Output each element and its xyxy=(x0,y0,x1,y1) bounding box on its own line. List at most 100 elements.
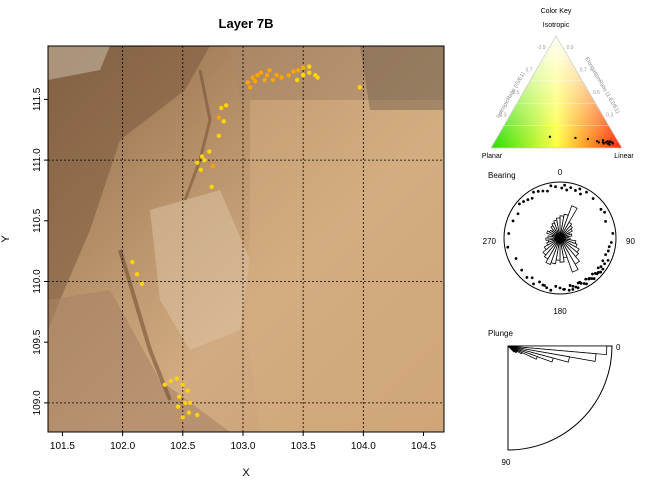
bearing-label-0: 0 xyxy=(558,168,563,177)
ternary-point xyxy=(611,142,614,145)
scatter-point xyxy=(202,157,207,163)
scatter-point xyxy=(262,77,267,83)
bearing-point xyxy=(603,262,607,266)
main-y-axis: 109.0 109.5 110.0 110.5 111.0 111.5 xyxy=(32,87,48,415)
main-x-axis: 101.5 102.0 102.5 103.0 103.5 104.0 104.5 xyxy=(50,432,436,452)
bearing-point xyxy=(567,288,571,292)
bearing-point xyxy=(571,288,575,291)
ternary-point xyxy=(611,141,614,144)
ternary-vertex-left: Planar xyxy=(482,153,503,160)
bearing-petal xyxy=(559,228,573,239)
bearing-point xyxy=(601,259,605,263)
scatter-point xyxy=(250,75,255,80)
bearing-petal xyxy=(556,217,561,239)
x-tick-label: 103.0 xyxy=(230,441,255,452)
bearing-point xyxy=(603,210,607,214)
main-x-axis-label: X xyxy=(242,467,250,479)
y-tick-label: 111.0 xyxy=(32,148,43,172)
bearing-point xyxy=(606,258,610,262)
scatter-point xyxy=(294,77,300,83)
scatter-point xyxy=(267,68,272,73)
ternary-point xyxy=(606,142,609,145)
scatter-point xyxy=(315,75,320,80)
scatter-point xyxy=(219,105,224,111)
y-tick-label: 109.5 xyxy=(32,329,43,354)
scatter-point xyxy=(258,70,264,75)
bearing-point xyxy=(591,272,594,276)
scatter-point xyxy=(216,115,222,120)
scatter-point xyxy=(176,394,182,399)
bearing-point xyxy=(609,241,613,244)
scatter-point xyxy=(186,410,192,415)
bearing-point xyxy=(591,197,595,200)
bearing-point xyxy=(560,186,564,190)
scatter-point xyxy=(248,85,253,90)
ternary-point xyxy=(609,140,612,143)
bearing-point xyxy=(578,187,582,191)
bearing-point xyxy=(549,288,553,292)
ternary-right-tick: 0.9 xyxy=(567,45,574,51)
main-grid xyxy=(48,46,444,432)
bearing-point xyxy=(543,284,546,287)
bearing-point xyxy=(545,286,549,290)
bearing-point xyxy=(576,286,580,290)
scatter-point xyxy=(306,70,312,75)
bearing-petal xyxy=(543,237,561,251)
bearing-point xyxy=(579,192,582,196)
bearing-point xyxy=(595,272,599,276)
scatter-point xyxy=(198,167,204,173)
ternary-point xyxy=(604,141,607,144)
x-tick-label: 103.5 xyxy=(291,441,316,452)
bearing-point xyxy=(585,190,588,194)
scatter-point xyxy=(195,160,200,165)
scatter-point xyxy=(187,400,193,406)
bearing-point xyxy=(582,282,586,285)
bearing-point xyxy=(514,257,518,260)
scatter-point xyxy=(168,378,173,384)
bearing-point xyxy=(517,202,521,206)
bearing-point xyxy=(546,189,549,193)
bearing-point xyxy=(565,188,569,192)
bearing-point xyxy=(541,189,545,193)
ternary-right-tick: 0.3 xyxy=(606,112,613,118)
bearing-point xyxy=(574,189,577,192)
scatter-point xyxy=(300,65,306,71)
scatter-point xyxy=(270,77,276,83)
bearing-petal xyxy=(545,237,561,241)
bearing-petal xyxy=(542,237,561,256)
bearing-point xyxy=(574,285,578,289)
ternary-points xyxy=(548,135,614,146)
bearing-point xyxy=(571,284,575,288)
ternary-right-tick: 0.7 xyxy=(580,68,587,74)
scatter-point xyxy=(279,75,284,80)
bearing-point xyxy=(522,200,525,203)
plunge-title: Plunge xyxy=(488,329,513,338)
scatter-point xyxy=(296,68,301,73)
x-tick-label: 101.5 xyxy=(50,441,75,452)
bearing-petal xyxy=(559,233,573,239)
bearing-label-180: 180 xyxy=(553,307,567,316)
bearing-point xyxy=(558,286,562,290)
ternary-ticks: 0.9 0.7 0.5 0.3 0.9 0.7 0.5 0.3 xyxy=(500,45,614,118)
scatter-point xyxy=(195,412,200,418)
plunge-quadrant xyxy=(507,345,613,451)
scatter-point xyxy=(216,133,222,139)
bearing-point xyxy=(506,245,510,249)
bearing-point xyxy=(585,282,588,286)
scatter-point xyxy=(180,382,186,387)
bearing-point xyxy=(532,190,535,194)
bearing-point xyxy=(606,249,610,253)
ternary-point xyxy=(608,143,611,146)
ternary-gridlines xyxy=(504,58,609,126)
bearing-point xyxy=(511,219,515,223)
ternary-point xyxy=(586,138,589,141)
scatter-point xyxy=(306,64,312,69)
plunge-label-90: 90 xyxy=(502,458,511,467)
bearing-point xyxy=(604,220,607,223)
scatter-point xyxy=(245,80,251,85)
bearing-point xyxy=(578,280,582,284)
scatter-point xyxy=(291,69,296,74)
bearing-points xyxy=(506,183,615,292)
main-points xyxy=(130,64,362,420)
ternary-triangle xyxy=(490,35,623,149)
